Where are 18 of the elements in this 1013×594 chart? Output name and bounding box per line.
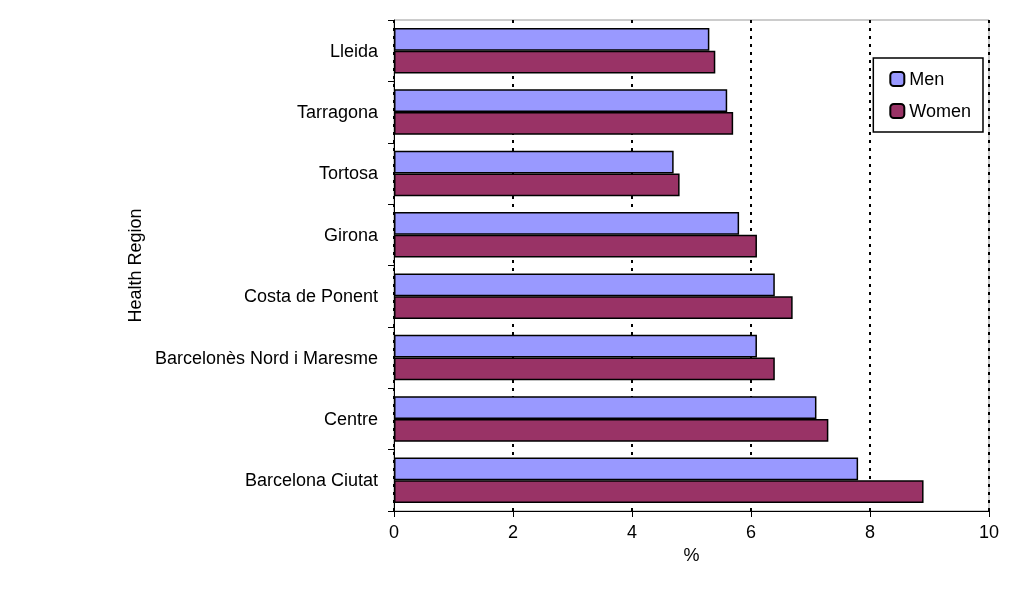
- legend-label: Women: [909, 101, 972, 121]
- y-tick-label: Barcelona Ciutat: [244, 470, 378, 491]
- x-tick-label: 4: [626, 522, 638, 542]
- x-axis-title: %: [683, 544, 700, 565]
- x-tick-label: 0: [388, 522, 400, 542]
- x-tick-label: 6: [745, 522, 757, 542]
- x-tick-label: 2: [507, 522, 519, 542]
- x-tick-label: 10: [978, 522, 1000, 542]
- y-tick-label: Centre: [323, 408, 378, 429]
- x-tick-label: 8: [864, 522, 876, 542]
- y-tick-label: Tortosa: [318, 163, 379, 184]
- y-tick-label: Girona: [323, 224, 379, 245]
- y-tick-label: Lleida: [329, 40, 379, 61]
- y-tick-label: Tarragona: [296, 102, 379, 123]
- legend-label: Men: [909, 69, 945, 89]
- y-axis-title: Health Region: [125, 208, 146, 323]
- y-tick-label: Costa de Ponent: [243, 286, 378, 307]
- y-tick-label: Barcelonès Nord i Maresme: [154, 347, 378, 368]
